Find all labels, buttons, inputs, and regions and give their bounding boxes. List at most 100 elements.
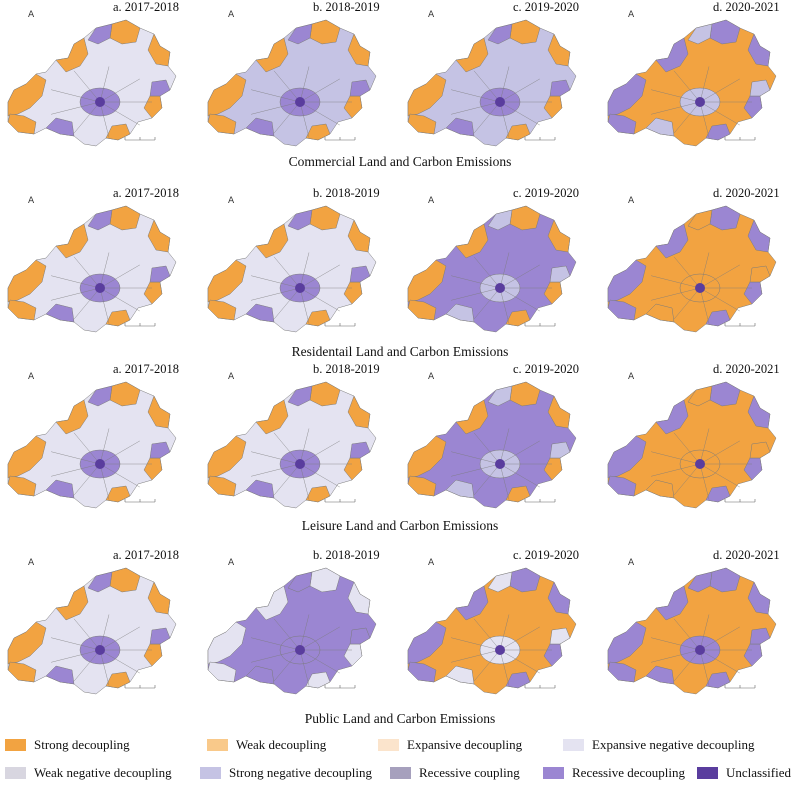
region-secondary <box>749 441 771 459</box>
scale-bar-icon <box>124 685 156 689</box>
region-secondary <box>687 571 713 593</box>
region-secondary <box>549 627 571 645</box>
region-secondary <box>349 627 371 645</box>
legend-swatch <box>697 767 718 779</box>
legend-swatch <box>5 739 26 751</box>
district-boundary <box>651 451 701 465</box>
map-row-residential: A a. 2017-2018 A b. 2018-2019 A c. 2019-… <box>0 186 800 364</box>
district-boundary <box>499 101 510 138</box>
district-boundary <box>499 614 510 651</box>
region-secondary <box>549 265 571 283</box>
scale-bar-icon <box>124 499 156 503</box>
district-boundary <box>499 463 510 500</box>
region-accent <box>705 123 731 141</box>
district-boundary <box>73 618 101 651</box>
district-boundary <box>51 451 101 465</box>
scale-bar-icon <box>724 685 756 689</box>
region-secondary <box>87 385 113 407</box>
district-boundary <box>99 101 110 138</box>
legend-swatch <box>207 739 228 751</box>
district-boundary <box>299 264 340 289</box>
region-accent <box>55 37 89 73</box>
district-boundary <box>499 428 510 465</box>
district-boundary <box>699 264 740 289</box>
region-accent <box>407 475 437 497</box>
central-district <box>295 97 305 107</box>
region-secondary <box>445 479 475 499</box>
district-boundary <box>299 649 340 674</box>
district-boundary <box>699 626 740 651</box>
region-accent <box>747 33 771 67</box>
region-accent <box>407 299 437 321</box>
map-panel: A b. 2018-2019 <box>200 186 400 336</box>
scale-bar-icon <box>324 323 356 327</box>
region-secondary <box>245 479 275 499</box>
region-accent <box>607 113 637 135</box>
district-boundary <box>299 287 310 324</box>
region-secondary <box>45 117 75 137</box>
region-secondary <box>749 627 771 645</box>
scale-bar-icon <box>724 323 756 327</box>
district-boundary <box>99 626 140 651</box>
scale-bar-icon <box>324 685 356 689</box>
map-panel: A d. 2020-2021 <box>600 548 800 698</box>
district-boundary <box>673 287 701 320</box>
region-accent <box>607 475 637 497</box>
district-boundary <box>299 101 340 126</box>
row-title: Residentail Land and Carbon Emissions <box>291 344 509 359</box>
legend-label: Unclassified <box>726 765 791 780</box>
district-boundary <box>499 440 540 465</box>
region-secondary <box>687 385 713 407</box>
district-boundary <box>473 432 501 465</box>
map-panel: A a. 2017-2018 <box>0 548 200 698</box>
region-accent <box>109 567 141 593</box>
north-arrow-icon: A <box>228 10 235 20</box>
panel-label: a. 2017-2018 <box>113 186 179 200</box>
district-boundary <box>699 287 740 312</box>
scale-bar-icon <box>724 137 756 141</box>
district-map <box>207 19 377 147</box>
legend-item: Weak decoupling <box>207 736 326 754</box>
region-accent <box>255 585 289 621</box>
region-secondary <box>349 265 371 283</box>
region-accent <box>505 309 531 327</box>
region-secondary <box>149 79 171 97</box>
panel-label: a. 2017-2018 <box>113 548 179 562</box>
scale-bar-icon <box>524 137 556 141</box>
district-boundary <box>299 440 340 465</box>
region-secondary <box>487 571 513 593</box>
region-accent <box>455 585 489 621</box>
district-boundary <box>699 78 740 103</box>
district-boundary <box>499 66 510 103</box>
region-secondary <box>287 571 313 593</box>
region-secondary <box>45 665 75 685</box>
region-secondary <box>549 79 571 97</box>
legend-label: Expansive negative decoupling <box>592 737 755 752</box>
legend-label: Strong decoupling <box>34 737 130 752</box>
north-arrow-icon: A <box>628 372 635 382</box>
legend-label: Weak decoupling <box>236 737 327 752</box>
legend-item: Recessive decoupling <box>543 764 685 782</box>
legend-label: Recessive coupling <box>419 765 520 780</box>
district-boundary <box>473 463 501 496</box>
panel-label: c. 2019-2020 <box>513 362 579 376</box>
district-boundary <box>651 101 701 115</box>
region-secondary <box>349 441 371 459</box>
district-boundary <box>673 649 701 682</box>
district-boundary <box>499 252 510 289</box>
north-arrow-icon: A <box>428 558 435 568</box>
region-secondary <box>245 303 275 323</box>
district-boundary <box>499 264 540 289</box>
region-accent <box>547 395 571 429</box>
district-boundary <box>451 463 501 477</box>
district-map <box>7 381 177 509</box>
map-panel: A a. 2017-2018 <box>0 186 200 336</box>
region-accent <box>207 299 237 321</box>
region-accent <box>709 205 741 231</box>
district-boundary <box>499 287 510 324</box>
map-panel: A c. 2019-2020 <box>400 186 600 336</box>
district-boundary <box>73 649 101 682</box>
legend-label: Weak negative decoupling <box>34 765 172 780</box>
district-boundary <box>451 287 501 301</box>
region-secondary <box>287 385 313 407</box>
